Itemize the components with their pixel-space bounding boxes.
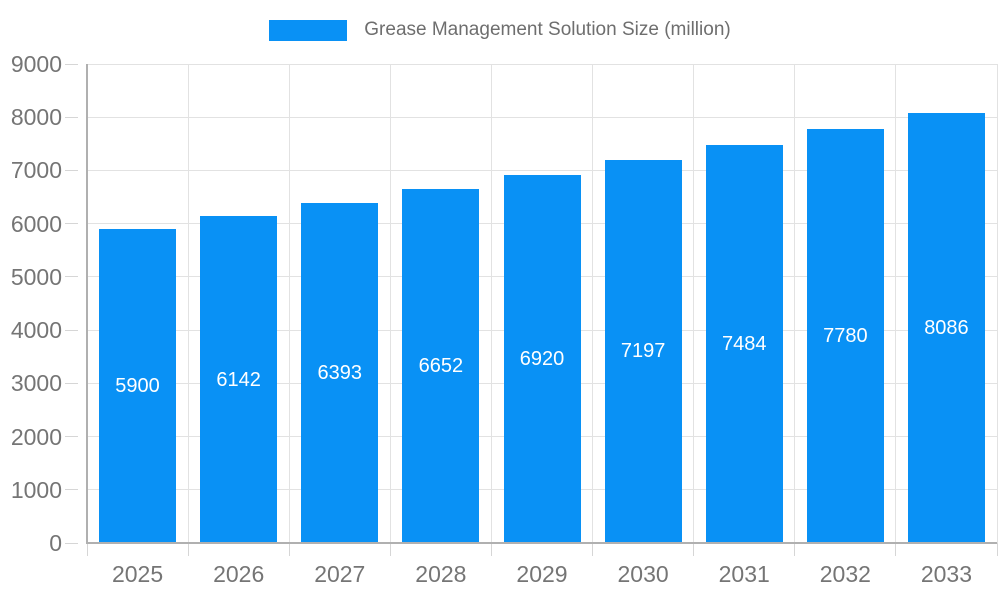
x-gridline bbox=[490, 64, 492, 543]
x-tick-label: 2027 bbox=[314, 561, 366, 587]
x-tick-label: 2030 bbox=[617, 561, 669, 587]
bar[interactable] bbox=[705, 144, 783, 543]
y-gridline bbox=[87, 116, 997, 118]
x-gridline bbox=[895, 64, 897, 543]
y-tick-label: 4000 bbox=[10, 317, 62, 344]
x-tick bbox=[490, 543, 492, 556]
y-tick-label: 8000 bbox=[10, 104, 62, 131]
x-gridline bbox=[996, 64, 998, 543]
y-tick bbox=[65, 329, 78, 331]
bar-value-label: 6142 bbox=[216, 368, 261, 391]
x-tick bbox=[389, 543, 391, 556]
bar-value-label: 5900 bbox=[115, 374, 160, 397]
bar-value-label: 7780 bbox=[823, 324, 868, 347]
bar[interactable] bbox=[301, 202, 379, 543]
y-tick-label: 9000 bbox=[10, 51, 62, 77]
y-tick-label: 7000 bbox=[10, 157, 62, 184]
x-tick bbox=[895, 543, 897, 556]
bar[interactable] bbox=[907, 112, 985, 543]
y-tick bbox=[65, 436, 78, 438]
x-tick-label: 2032 bbox=[819, 561, 871, 587]
y-tick bbox=[65, 489, 78, 491]
y-tick-label: 5000 bbox=[10, 263, 62, 290]
y-gridline bbox=[87, 169, 997, 171]
x-tick bbox=[86, 543, 88, 556]
y-tick-label: 6000 bbox=[10, 210, 62, 237]
bar[interactable] bbox=[200, 216, 278, 543]
y-tick-label: 2000 bbox=[10, 423, 62, 450]
bar[interactable] bbox=[99, 228, 177, 543]
x-gridline bbox=[592, 64, 594, 543]
x-tick-label: 2031 bbox=[718, 561, 770, 587]
x-tick-label: 2026 bbox=[213, 561, 265, 587]
bar[interactable] bbox=[604, 159, 682, 543]
y-tick-label: 0 bbox=[49, 530, 62, 556]
x-gridline bbox=[288, 64, 290, 543]
x-gridline bbox=[693, 64, 695, 543]
x-tick-label: 2029 bbox=[516, 561, 568, 587]
bar[interactable] bbox=[503, 174, 581, 543]
bar-value-label: 7197 bbox=[620, 340, 666, 363]
y-tick bbox=[65, 169, 78, 171]
x-tick bbox=[288, 543, 290, 556]
bar[interactable] bbox=[402, 188, 480, 543]
y-tick bbox=[65, 63, 78, 65]
x-gridline bbox=[187, 64, 189, 543]
y-tick bbox=[65, 542, 78, 544]
y-tick-label: 1000 bbox=[10, 476, 62, 503]
x-tick-label: 2033 bbox=[920, 561, 973, 587]
bar-value-label: 6393 bbox=[317, 361, 363, 384]
legend-swatch-icon bbox=[269, 19, 348, 41]
legend[interactable]: Grease Management Solution Size (million… bbox=[0, 17, 1000, 43]
x-gridline bbox=[794, 64, 796, 543]
bar-value-label: 6920 bbox=[519, 347, 565, 370]
legend-label: Grease Management Solution Size (million… bbox=[364, 19, 731, 40]
x-axis-line bbox=[86, 542, 997, 544]
x-tick bbox=[592, 543, 594, 556]
bar-value-label: 6652 bbox=[418, 354, 464, 377]
x-tick bbox=[693, 543, 695, 556]
x-tick-label: 2025 bbox=[111, 561, 164, 587]
y-tick-label: 3000 bbox=[10, 370, 62, 397]
x-tick bbox=[794, 543, 796, 556]
y-tick bbox=[65, 223, 78, 225]
bar[interactable] bbox=[806, 128, 884, 543]
y-gridline bbox=[87, 63, 997, 65]
x-tick-label: 2028 bbox=[415, 561, 467, 587]
x-tick bbox=[996, 543, 998, 556]
y-axis-line bbox=[86, 64, 88, 544]
x-gridline bbox=[389, 64, 391, 543]
y-tick bbox=[65, 276, 78, 278]
bar-value-label: 8086 bbox=[924, 316, 969, 339]
bar-value-label: 7484 bbox=[721, 332, 767, 355]
x-tick bbox=[187, 543, 189, 556]
y-tick bbox=[65, 382, 78, 384]
y-tick bbox=[65, 116, 78, 118]
